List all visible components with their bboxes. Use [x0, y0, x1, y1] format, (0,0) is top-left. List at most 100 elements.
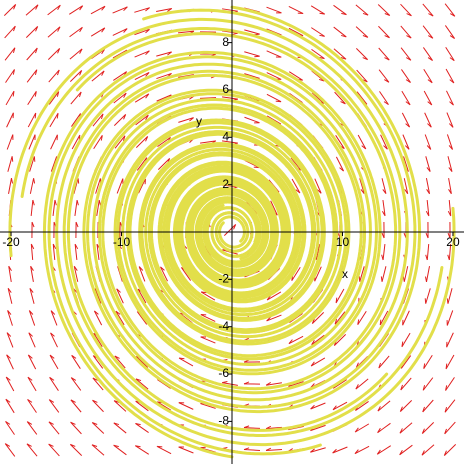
field-arrow: [380, 134, 388, 150]
field-arrow: [134, 445, 150, 455]
field-arrow: [265, 447, 283, 451]
trajectory: [165, 130, 317, 313]
field-arrow: [178, 446, 194, 454]
field-arrow: [266, 93, 282, 103]
field-arrow: [48, 399, 60, 413]
y-tick-label: -6: [218, 366, 229, 380]
field-arrow: [447, 156, 453, 173]
field-arrow: [28, 332, 36, 348]
field-arrow: [4, 443, 16, 457]
field-arrow: [401, 69, 411, 83]
field-arrow: [134, 28, 150, 36]
field-arrow: [332, 446, 348, 454]
field-arrow: [73, 178, 80, 194]
field-arrow: [5, 376, 15, 392]
field-arrow: [311, 312, 325, 324]
field-arrow: [378, 25, 390, 39]
field-arrow: [425, 199, 430, 217]
field-arrow: [47, 4, 61, 16]
field-arrow: [27, 398, 37, 413]
field-arrow: [425, 221, 429, 239]
field-arrow: [156, 8, 173, 12]
field-arrow: [355, 47, 369, 61]
field-arrow: [445, 68, 455, 84]
field-arrow: [335, 156, 345, 172]
field-arrow: [27, 354, 37, 370]
field-arrow: [49, 354, 59, 370]
field-arrow: [354, 423, 370, 433]
field-arrow: [90, 27, 106, 37]
field-arrow: [26, 421, 38, 435]
field-arrow: [178, 117, 194, 123]
field-arrow: [359, 178, 365, 194]
field-arrow: [116, 288, 124, 304]
field-arrow: [424, 134, 432, 150]
field-arrow: [48, 421, 60, 435]
field-arrow: [445, 377, 455, 391]
field-arrow: [69, 5, 84, 15]
y-tick-label: 6: [222, 82, 229, 96]
field-arrow: [112, 6, 128, 14]
field-arrow: [134, 7, 150, 13]
field-arrow: [26, 443, 38, 457]
field-arrow: [115, 310, 125, 326]
field-arrow: [8, 265, 12, 282]
field-arrow: [69, 48, 83, 60]
field-arrow: [28, 134, 36, 150]
field-arrow: [355, 378, 369, 390]
field-arrow: [377, 400, 391, 412]
field-arrow: [377, 4, 391, 16]
x-tick-label: -20: [2, 235, 20, 249]
field-arrow: [27, 91, 37, 105]
trajectories: [8, 5, 456, 459]
field-arrow: [443, 444, 457, 456]
x-tick-label: -10: [113, 235, 131, 249]
field-arrow: [69, 26, 83, 38]
field-arrow: [355, 4, 369, 16]
field-arrow: [400, 3, 412, 17]
field-arrow: [244, 51, 260, 58]
field-arrow: [222, 381, 238, 386]
field-arrow: [5, 90, 15, 106]
field-arrow: [90, 5, 106, 15]
field-arrow: [399, 400, 413, 412]
field-arrow: [30, 265, 34, 282]
field-arrow: [71, 354, 81, 369]
field-arrow: [265, 425, 283, 430]
field-arrow: [334, 311, 346, 325]
field-arrow: [311, 27, 325, 37]
field-arrow: [92, 377, 104, 391]
field-arrow: [135, 378, 149, 390]
field-arrow: [156, 51, 173, 57]
field-arrow: [74, 243, 79, 261]
field-arrow: [26, 47, 38, 61]
field-arrow: [446, 90, 454, 106]
field-arrow: [422, 399, 434, 413]
field-arrow: [93, 135, 103, 149]
field-arrow: [75, 221, 79, 239]
field-arrow: [335, 288, 345, 304]
field-arrow: [27, 376, 37, 392]
field-arrow: [243, 447, 261, 451]
field-arrow: [424, 112, 432, 128]
field-arrow: [400, 47, 412, 61]
field-arrow: [31, 221, 35, 239]
field-arrow: [425, 156, 431, 172]
field-arrow: [402, 310, 410, 326]
field-arrow: [134, 71, 150, 81]
field-arrow: [113, 114, 127, 126]
field-arrow: [48, 91, 60, 105]
field-arrow: [422, 377, 434, 391]
y-tick-label: -4: [218, 319, 229, 333]
field-arrow: [50, 332, 58, 348]
field-arrow: [29, 178, 36, 194]
field-arrow: [70, 91, 82, 105]
field-arrow: [401, 332, 411, 348]
field-arrow: [288, 6, 304, 15]
field-arrow: [73, 265, 79, 282]
field-arrow: [311, 334, 325, 346]
field-arrow: [422, 3, 434, 17]
field-arrow: [379, 91, 389, 106]
field-arrow: [381, 178, 387, 195]
field-arrow: [4, 25, 16, 39]
